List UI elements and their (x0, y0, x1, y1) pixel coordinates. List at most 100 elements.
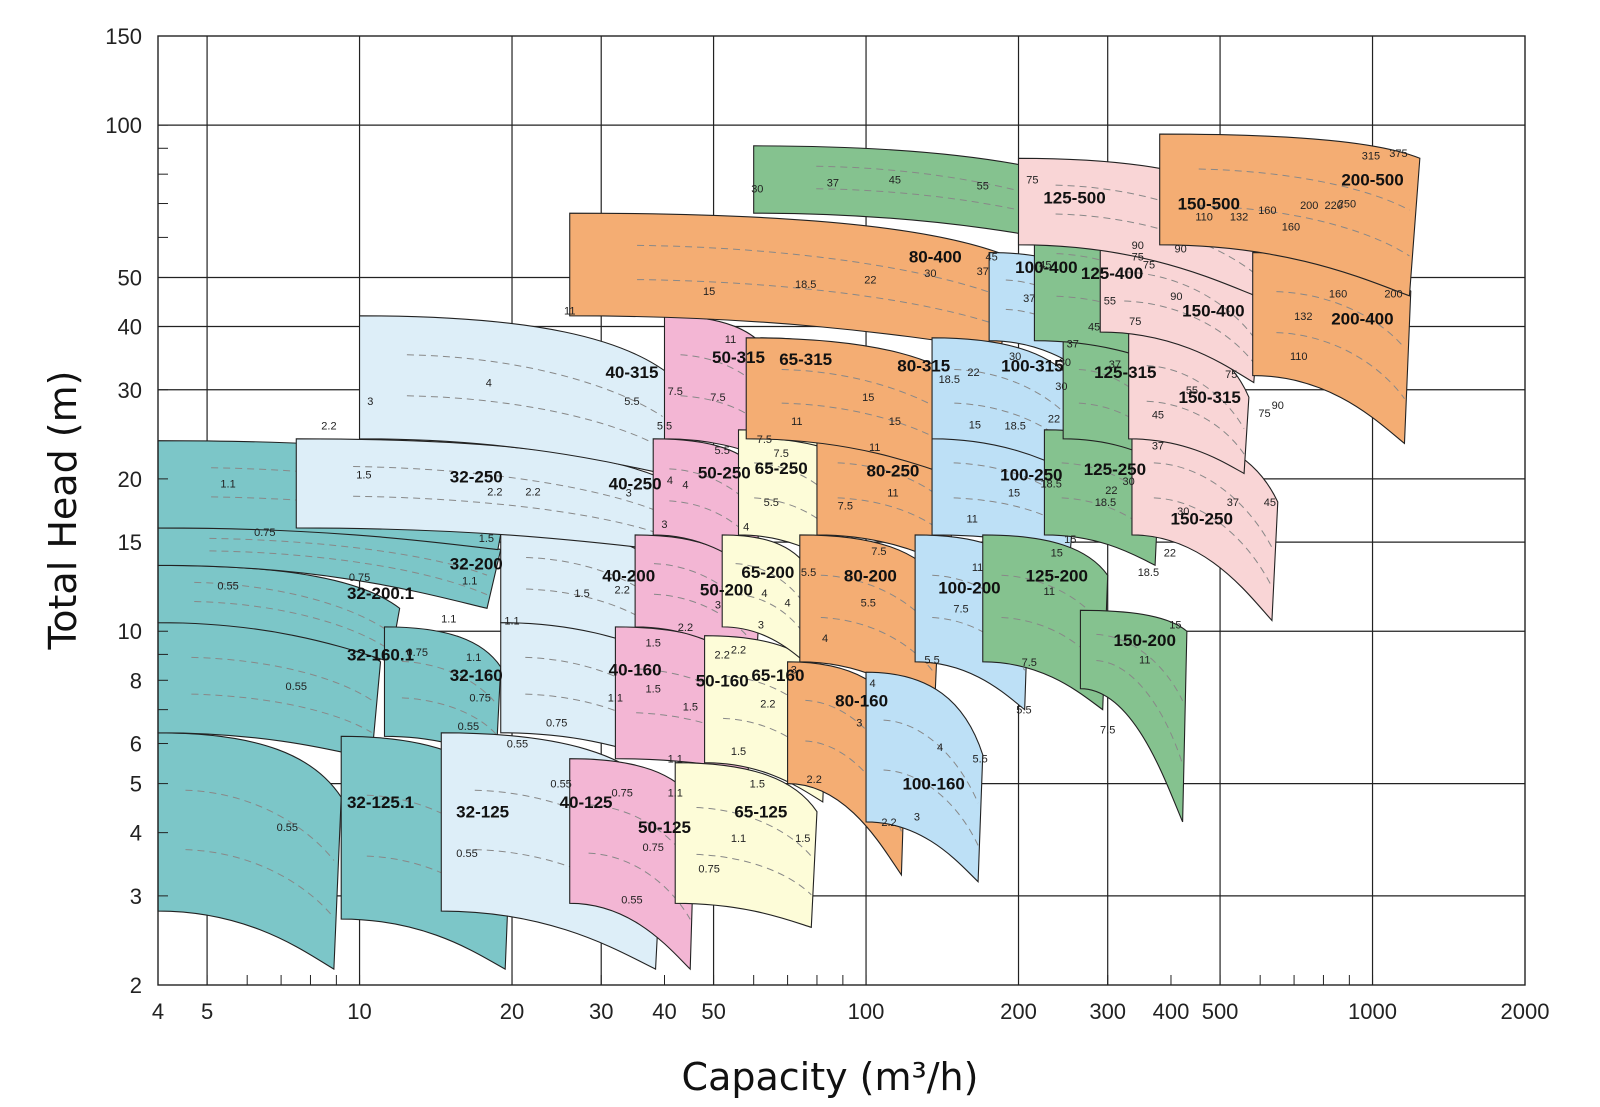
motor-kw-label: 1.1 (668, 788, 683, 800)
motor-kw-label: 1.5 (646, 638, 661, 650)
motor-kw-label: 11 (972, 562, 983, 574)
motor-kw-label: 2.2 (760, 698, 775, 710)
motor-kw-label: 3 (715, 599, 721, 611)
motor-kw-label: 110 (1290, 351, 1308, 363)
pump-regions (157, 133, 1421, 971)
efficiency-curve (1153, 462, 1273, 548)
model-label-32-250: 32-250 (450, 468, 503, 487)
motor-kw-label: 1.1 (668, 754, 683, 766)
motor-kw-label: 15 (1051, 548, 1063, 560)
motor-kw-label: 0.75 (546, 718, 567, 730)
efficiency-curve (669, 468, 757, 514)
efficiency-curve (820, 574, 935, 631)
efficiency-curve (1005, 279, 1097, 327)
motor-kw-label: 37 (827, 178, 839, 190)
motor-kw-label: 90 (1272, 400, 1284, 412)
motor-kw-label: 11 (1139, 654, 1150, 666)
pump-region-100-160 (865, 671, 984, 883)
motor-kw-label: 200 (1384, 288, 1402, 300)
motor-kw-label: 4 (761, 588, 767, 600)
motor-kw-label: 1.1 (731, 833, 746, 845)
motor-kw-label: 15 (1008, 487, 1020, 499)
motor-kw-label: 55 (1104, 296, 1116, 308)
efficiency-curve (653, 593, 757, 647)
motor-kw-label: 315 (1362, 151, 1380, 163)
y-tick-label: 8 (130, 668, 142, 693)
efficiency-curve (401, 697, 497, 735)
motor-kw-label: 18.5 (1138, 567, 1159, 579)
y-tick-label: 40 (118, 315, 142, 340)
y-axis-title: Total Head (m) (41, 371, 85, 651)
motor-kw-label: 45 (986, 252, 998, 264)
motor-kw-label: 15 (969, 420, 981, 432)
model-label-125-200: 125-200 (1026, 566, 1088, 585)
motor-kw-label: 0.55 (286, 681, 307, 693)
region-labels: 32-125.1 0.55 32-160.1 0.55 32-200.1 0.55 0.75… (217, 148, 1407, 906)
model-label-40-160: 40-160 (609, 661, 662, 680)
motor-kw-label: 1.1 (220, 478, 235, 490)
motor-kw-label: 18.5 (939, 374, 960, 386)
motor-kw-label: 18.5 (795, 279, 816, 291)
motor-kw-label: 37 (1023, 293, 1035, 305)
model-label-32-125: 32-125 (456, 803, 509, 822)
motor-kw-label: 4 (486, 378, 492, 390)
motor-kw-label: 132 (1294, 311, 1312, 323)
motor-kw-label: 2.2 (487, 486, 502, 498)
motor-kw-label: 45 (1152, 410, 1164, 422)
motor-kw-label: 2.2 (525, 486, 540, 498)
model-label-65-250: 65-250 (755, 459, 808, 478)
pump-region-65-125 (674, 762, 818, 929)
model-label-32-200.1: 32-200.1 (347, 584, 414, 603)
motor-kw-label: 55 (1186, 385, 1198, 397)
efficiency-curve (353, 466, 661, 513)
motor-kw-label: 37 (1152, 440, 1164, 452)
y-tick-label: 20 (118, 467, 142, 492)
motor-kw-label: 5.5 (861, 597, 876, 609)
model-label-80-200: 80-200 (844, 566, 897, 585)
motor-kw-label: 11 (564, 306, 575, 318)
motor-kw-label: 75 (1129, 316, 1141, 328)
motor-kw-label: 0.55 (621, 895, 642, 907)
model-label-80-315: 80-315 (897, 357, 950, 376)
y-tick-label: 6 (130, 732, 142, 757)
x-tick-label: 4 (152, 999, 164, 1024)
efficiency-curve (191, 656, 372, 701)
motor-kw-label: 200 (1300, 200, 1318, 212)
model-label-125-500: 125-500 (1043, 188, 1105, 207)
motor-kw-label: 2.2 (807, 774, 822, 786)
efficiency-curve (1198, 168, 1410, 211)
model-label-125-250: 125-250 (1084, 460, 1146, 479)
motor-kw-label: 1.5 (750, 779, 765, 791)
motor-kw-label: 22 (967, 367, 979, 379)
motor-kw-label: 5.5 (801, 567, 816, 579)
x-tick-label: 20 (500, 999, 524, 1024)
model-label-32-160: 32-160 (450, 666, 503, 685)
motor-kw-label: 4 (743, 522, 749, 534)
efficiency-curve (209, 537, 488, 576)
motor-kw-label: 5.5 (924, 654, 939, 666)
model-label-65-315: 65-315 (779, 350, 832, 369)
model-label-150-500: 150-500 (1178, 195, 1240, 214)
motor-kw-label: 90 (1132, 240, 1144, 252)
motor-kw-label: 37 (977, 266, 989, 278)
motor-kw-label: 2.2 (615, 584, 630, 596)
y-tick-label: 50 (118, 265, 142, 290)
efficiency-curve (406, 354, 663, 417)
motor-kw-label: 0.55 (277, 822, 298, 834)
model-label-100-400: 100-400 (1015, 258, 1077, 277)
motor-kw-label: 5.5 (764, 497, 779, 509)
pump-region-200-500 (1159, 133, 1421, 297)
motor-kw-label: 45 (889, 175, 901, 187)
motor-kw-label: 30 (924, 268, 936, 280)
model-label-40-125: 40-125 (560, 793, 613, 812)
motor-kw-label: 11 (869, 442, 880, 454)
efficiency-curve (1096, 633, 1184, 702)
motor-kw-label: 2.2 (881, 817, 896, 829)
motor-kw-label: 3 (758, 620, 764, 632)
motor-kw-label: 37 (1109, 359, 1121, 371)
motor-kw-label: 15 (1169, 620, 1181, 632)
motor-kw-label: 132 (1230, 211, 1248, 223)
plot-frame (157, 35, 1526, 986)
model-label-40-250: 40-250 (609, 474, 662, 493)
motor-kw-label: 4 (822, 633, 828, 645)
